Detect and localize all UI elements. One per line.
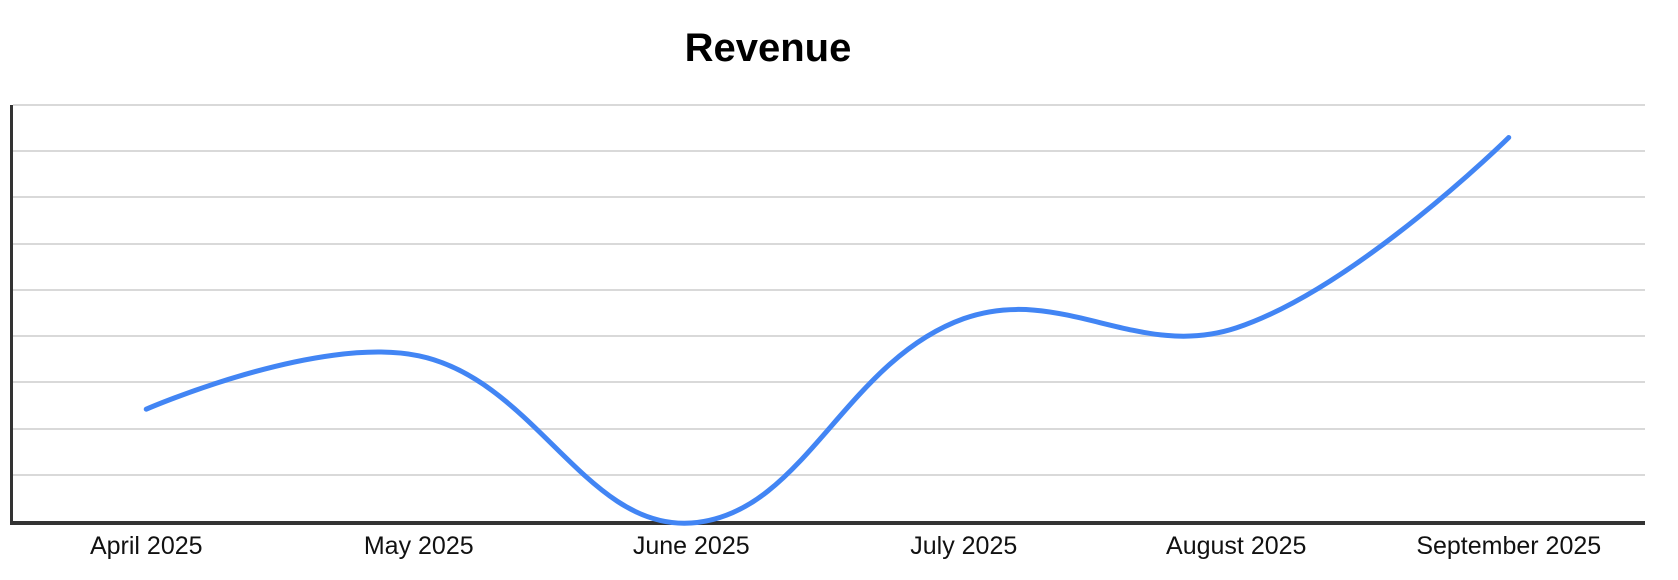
chart-title: Revenue	[684, 26, 852, 70]
x-axis-label-may: May 2025	[363, 532, 474, 560]
gridline	[13, 104, 1645, 106]
x-axis-label-august: August 2025	[1166, 532, 1307, 560]
x-axis-label-april: April 2025	[89, 532, 203, 560]
x-axis-label-june: June 2025	[632, 532, 750, 560]
x-axis-label-july: July 2025	[910, 532, 1018, 560]
x-axis-label-september: September 2025	[1416, 532, 1602, 560]
